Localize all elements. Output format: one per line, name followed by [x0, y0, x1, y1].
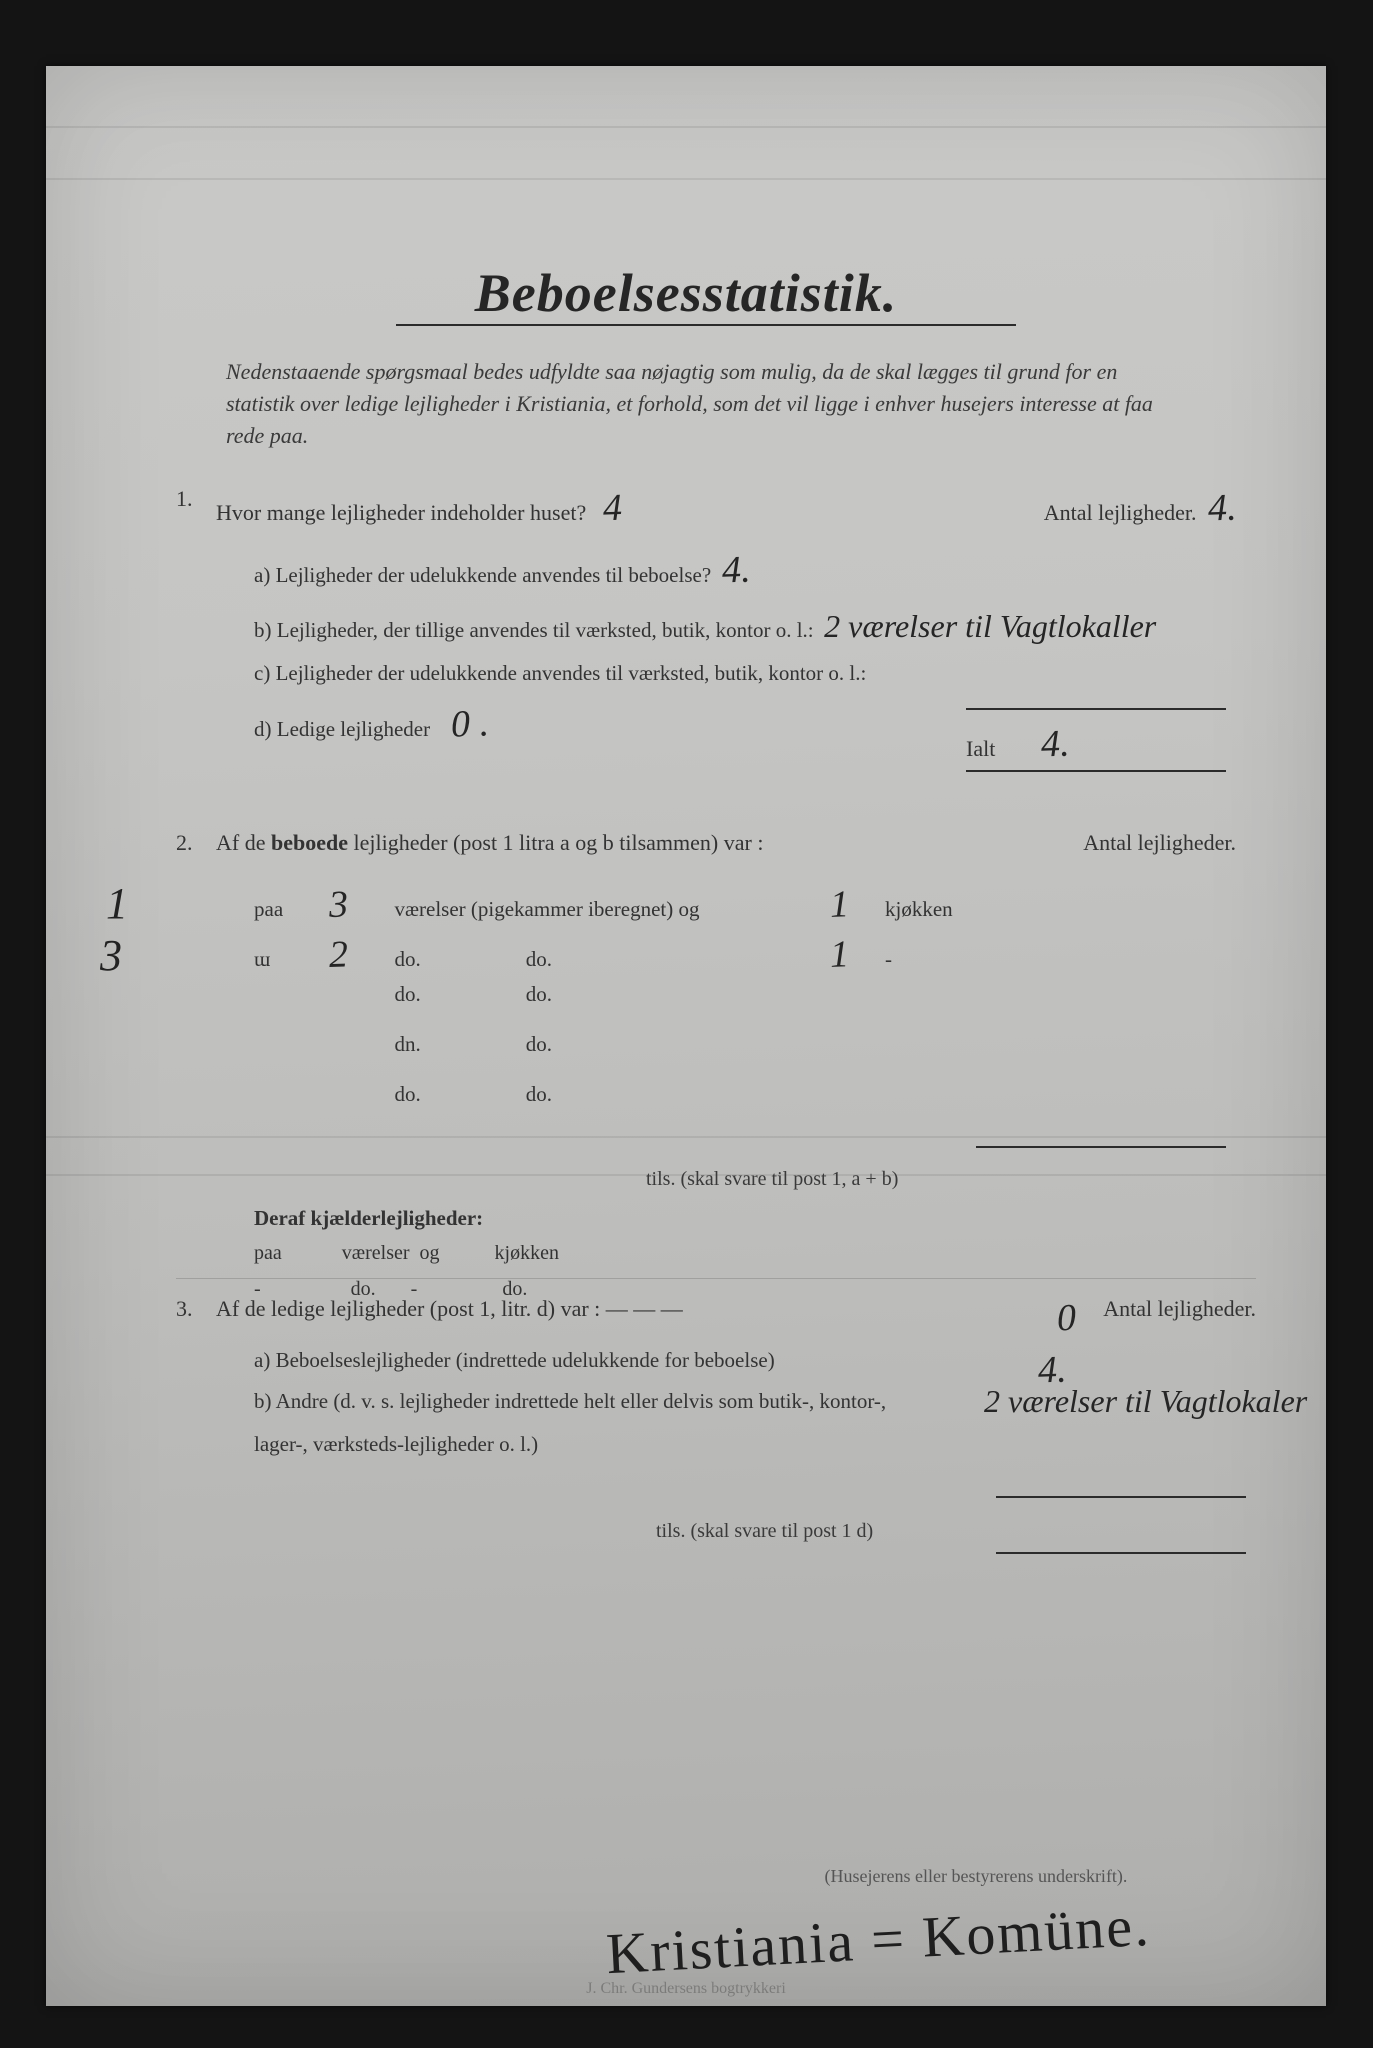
q1a: a) Lejligheder der udelukkende anvendes … — [254, 548, 1256, 592]
q1a-label: a) Lejligheder der udelukkende anvendes … — [254, 563, 711, 587]
q1c: c) Lejligheder der udelukkende anvendes … — [254, 661, 1256, 686]
q2-number: 2. — [176, 830, 193, 856]
q3a: a) Beboelseslejligheder (indrettede udel… — [254, 1348, 1276, 1373]
q1-value: 4 — [602, 486, 623, 531]
printer-line: J. Chr. Gundersens bogtrykkeri — [46, 1980, 1326, 1998]
deraf-label: Deraf kjælderlejligheder: — [254, 1206, 483, 1231]
q3-right-value: 0 — [1057, 1296, 1076, 1340]
q2-tils: tils. (skal svare til post 1, a + b) — [646, 1168, 898, 1191]
rule — [996, 1552, 1246, 1554]
q1-right-value: 4. — [1207, 486, 1237, 531]
mid: værelser (pigekammer iberegnet) og — [395, 897, 825, 922]
table-row: do. do. — [254, 982, 1256, 1032]
ialt-block: Ialt 4. — [966, 722, 1226, 766]
q2-text-b: lejligheder (post 1 litra a og b tilsamm… — [348, 830, 763, 855]
intro-paragraph: Nedenstaaende spørgsmaal bedes udfyldte … — [226, 356, 1186, 452]
q2-text: Af de beboede lejligheder (post 1 litra … — [216, 830, 763, 855]
q2-right-label: Antal lejligheder. — [1083, 830, 1236, 856]
page-title: Beboelsesstatistik. — [46, 262, 1326, 324]
q1b: b) Lejligheder, der tillige anvendes til… — [254, 608, 1256, 645]
rule — [996, 1496, 1246, 1498]
signature-label: (Husejerens eller bestyrerens underskrif… — [696, 1866, 1256, 1887]
q3-text: Af de ledige lejligheder (post 1, litr. … — [216, 1296, 683, 1321]
q3b-label: b) Andre (d. v. s. lejligheder indretted… — [254, 1389, 886, 1413]
title-underline — [396, 324, 1016, 326]
q3-row: 3. Af de ledige lejligheder (post 1, lit… — [176, 1296, 1276, 1330]
table-row: ɯ 2 do. do. 1 - — [254, 932, 1256, 982]
q1a-value: 4. — [721, 548, 751, 593]
mid: do. do. — [395, 947, 825, 972]
q3b-value: 2 værelser til Vagtlokaler — [984, 1383, 1307, 1420]
table-row: do. do. — [254, 1082, 1256, 1132]
scan-frame: Beboelsesstatistik. Nedenstaaende spørgs… — [0, 0, 1373, 2048]
mid: dn. do. — [395, 1032, 825, 1057]
table-row: dn. do. — [254, 1032, 1256, 1082]
rooms: 3 — [329, 881, 390, 927]
kj: 1 — [829, 881, 881, 927]
q3b: b) Andre (d. v. s. lejligheder indretted… — [254, 1389, 1276, 1414]
kj-label: kjøkken — [885, 897, 953, 921]
margin-hand-2: 3 — [100, 930, 122, 981]
table-row: paa 3 værelser (pigekammer iberegnet) og… — [254, 882, 1256, 932]
q1-text: Hvor mange lejligheder indeholder huset?… — [216, 500, 622, 525]
document-page: Beboelsesstatistik. Nedenstaaende spørgs… — [46, 66, 1326, 2006]
signature: Kristiania = Komüne. — [605, 1892, 1152, 1987]
q2-section: 2. Af de beboede lejligheder (post 1 lit… — [176, 830, 1256, 1132]
rule — [966, 708, 1226, 710]
mid: do. do. — [395, 982, 825, 1007]
q1-right: Antal lejligheder. 4. — [1044, 486, 1236, 530]
q1-number: 1. — [176, 486, 193, 512]
paa: paa — [254, 897, 324, 922]
q1d-value: 0 . — [450, 701, 490, 746]
q3-number: 3. — [176, 1296, 193, 1322]
ialt-label: Ialt — [966, 736, 995, 761]
ialt-value: 4. — [1040, 722, 1070, 767]
q2-table: paa 3 værelser (pigekammer iberegnet) og… — [254, 882, 1256, 1132]
q3-right-label: Antal lejligheder. — [1103, 1296, 1256, 1322]
rooms: 2 — [329, 931, 390, 977]
paa: ɯ — [254, 947, 324, 972]
q1b-value: 2 værelser til Vagtlokaller — [824, 608, 1156, 645]
q2-text-a: Af de — [216, 830, 271, 855]
q3-tils: tils. (skal svare til post 1 d) — [656, 1520, 873, 1543]
rule — [976, 1146, 1226, 1148]
deraf-r1: paa værelser og kjøkken — [254, 1242, 559, 1265]
q3-section: 3. Af de ledige lejligheder (post 1, lit… — [176, 1296, 1276, 1457]
q2-row: 2. Af de beboede lejligheder (post 1 lit… — [176, 830, 1256, 864]
form-content: 1. Hvor mange lejligheder indeholder hus… — [176, 486, 1256, 746]
rule — [966, 770, 1226, 772]
q3a-label: a) Beboelseslejligheder (indrettede udel… — [254, 1348, 775, 1372]
q1-right-label: Antal lejligheder. — [1044, 500, 1197, 525]
kj-label: - — [885, 947, 892, 971]
q1-question: Hvor mange lejligheder indeholder huset? — [216, 500, 586, 525]
rule — [176, 1278, 1256, 1279]
mid: do. do. — [395, 1082, 825, 1107]
q1d-label: d) Ledige lejligheder — [254, 717, 430, 741]
q3b-cont: lager-, værksteds-lejligheder o. l.) — [254, 1432, 1276, 1457]
q1-row: 1. Hvor mange lejligheder indeholder hus… — [176, 486, 1256, 530]
q1b-label: b) Lejligheder, der tillige anvendes til… — [254, 618, 814, 642]
q2-text-bold: beboede — [271, 830, 348, 855]
q1c-label: c) Lejligheder der udelukkende anvendes … — [254, 661, 866, 685]
kj: 1 — [829, 931, 881, 977]
margin-hand-1: 1 — [106, 878, 128, 929]
